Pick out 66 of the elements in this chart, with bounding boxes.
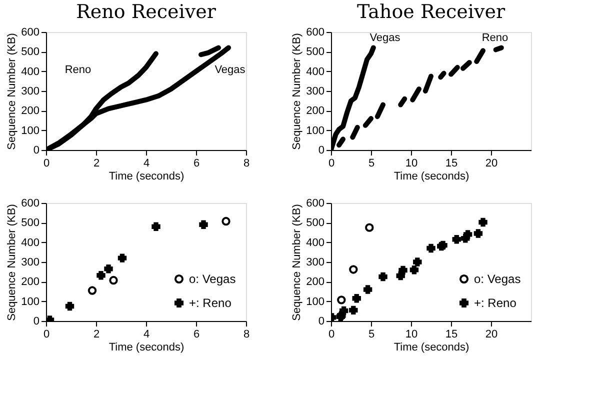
- x-tick-label: 4: [143, 158, 150, 170]
- y-axis-title: Sequence Number (KB): [6, 33, 18, 150]
- y-tick-label: 100: [21, 124, 40, 137]
- x-tick-label: 0: [328, 158, 335, 170]
- annotation: Reno: [482, 32, 508, 44]
- y-tick-label: 300: [21, 86, 40, 98]
- y-tick-label: 500: [306, 46, 324, 58]
- x-tick-label: 5: [368, 328, 375, 340]
- x-axis-title: Time (seconds): [394, 342, 470, 354]
- y-tick-label: 200: [306, 276, 324, 288]
- y-tick-label: 0: [33, 316, 40, 328]
- y-tick-label: 400: [21, 66, 40, 78]
- x-tick-label: 5: [368, 158, 375, 170]
- y-tick-label: 300: [306, 256, 324, 268]
- y-tick-label: 0: [318, 316, 324, 328]
- y-axis-title: Sequence Number (KB): [6, 204, 18, 321]
- chart-title: Tahoe Receiver: [356, 1, 506, 23]
- legend-label: o: Vegas: [474, 272, 521, 286]
- x-tick-label: 4: [143, 328, 150, 340]
- y-tick-label: 500: [21, 217, 40, 230]
- y-tick-label: 300: [21, 256, 40, 268]
- x-tick-label: 8: [243, 328, 250, 340]
- x-tick-label: 20: [485, 328, 498, 340]
- y-tick-label: 600: [306, 198, 324, 210]
- x-tick-label: 2: [93, 328, 100, 340]
- x-tick-label: 6: [193, 158, 200, 170]
- y-tick-label: 200: [21, 105, 40, 118]
- annotation: Vegas: [214, 64, 246, 76]
- x-tick-label: 0: [43, 158, 50, 170]
- x-tick-label: 0: [43, 328, 50, 340]
- x-tick-label: 2: [93, 158, 100, 170]
- legend-label: o: Vegas: [189, 272, 236, 286]
- y-tick-label: 500: [21, 46, 40, 58]
- y-tick-label: 600: [21, 198, 40, 210]
- annotation: Reno: [64, 64, 92, 76]
- y-tick-label: 200: [21, 276, 40, 288]
- y-tick-label: 0: [33, 144, 40, 156]
- chart-title: Reno Receiver: [76, 1, 217, 23]
- legend-label: +: Reno: [189, 296, 232, 310]
- y-tick-label: 400: [306, 66, 324, 78]
- x-axis-title: Time (seconds): [108, 170, 184, 182]
- y-tick-label: 100: [306, 296, 324, 308]
- y-axis-title: Sequence Number (KB): [291, 204, 304, 321]
- y-tick-label: 200: [306, 105, 324, 118]
- x-tick-label: 6: [193, 328, 200, 340]
- x-tick-label: 8: [243, 158, 250, 170]
- y-tick-label: 400: [21, 236, 40, 249]
- x-tick-label: 15: [445, 158, 458, 170]
- x-tick-label: 20: [485, 158, 498, 170]
- y-tick-label: 100: [21, 296, 40, 308]
- x-tick-label: 0: [328, 328, 335, 340]
- annotation: Vegas: [370, 32, 401, 44]
- y-tick-label: 0: [318, 144, 324, 156]
- x-axis-title: Time (seconds): [394, 170, 470, 182]
- y-tick-label: 300: [306, 86, 324, 98]
- x-tick-label: 15: [445, 328, 458, 340]
- legend-label: +: Reno: [474, 296, 517, 310]
- x-axis-title: Time (seconds): [108, 342, 184, 354]
- x-tick-label: 10: [405, 328, 418, 340]
- y-tick-label: 400: [306, 236, 324, 249]
- y-tick-label: 100: [306, 124, 324, 137]
- x-tick-label: 10: [405, 158, 418, 170]
- y-axis-title: Sequence Number (KB): [291, 33, 304, 150]
- y-tick-label: 500: [306, 217, 324, 230]
- y-tick-label: 600: [21, 26, 40, 38]
- y-tick-label: 600: [306, 26, 324, 38]
